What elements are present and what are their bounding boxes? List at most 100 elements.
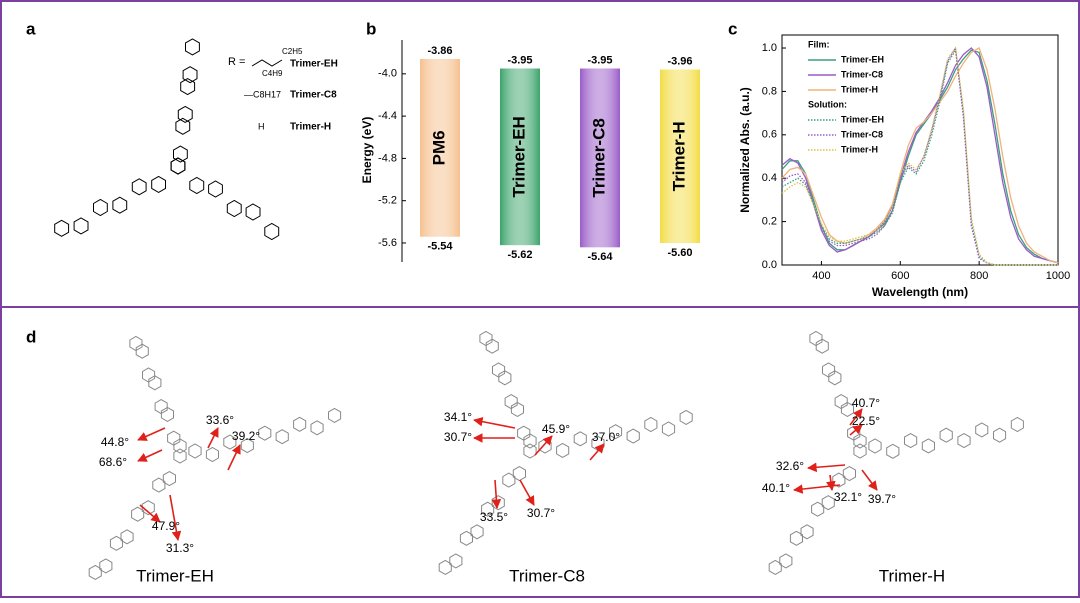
x-tick-label: 1000	[1046, 270, 1070, 282]
angle-arrow	[137, 449, 163, 462]
torsion-angle: 33.5°	[480, 510, 508, 524]
angle-arrow	[473, 416, 516, 429]
ring	[226, 199, 242, 218]
angle-arrow	[849, 424, 863, 436]
ring	[523, 443, 537, 459]
y-tick-label: 0.2	[762, 216, 777, 228]
ring	[185, 38, 200, 56]
bar-label: Trimer-H	[669, 121, 688, 191]
ring	[957, 433, 971, 449]
angle-arrow	[861, 469, 878, 491]
panel-label: d	[26, 327, 36, 346]
ring	[182, 66, 198, 84]
y-tick-label: -5.2	[378, 195, 397, 207]
ring	[189, 176, 205, 195]
ring	[459, 530, 473, 546]
ring	[842, 466, 856, 482]
legend-label: Trimer-C8	[841, 129, 883, 139]
y-tick-label: 0.4	[762, 172, 777, 184]
bar-label: Trimer-EH	[509, 116, 528, 197]
ring	[828, 370, 842, 386]
torsion-angle: 40.1°	[762, 481, 790, 495]
ring	[498, 370, 512, 386]
x-tick-label: 600	[891, 270, 909, 282]
angle-arrow	[139, 504, 161, 523]
ring	[789, 530, 803, 546]
ring	[779, 553, 793, 569]
ring	[502, 472, 516, 488]
ring	[821, 495, 835, 511]
ring	[264, 222, 280, 241]
series-line	[781, 46, 1058, 266]
y-axis-title: Normalized Abs. (a.u.)	[738, 87, 752, 213]
ring	[993, 427, 1007, 443]
panel-label: a	[26, 19, 36, 38]
substituent-name: Trimer-H	[290, 122, 331, 133]
ring	[492, 362, 506, 378]
ring	[644, 416, 658, 433]
y-tick-label: -4.0	[378, 68, 397, 80]
ring	[167, 430, 181, 446]
angle-arrow	[807, 462, 846, 473]
bar-label: PM6	[429, 130, 448, 165]
ring	[109, 535, 123, 551]
y-axis-title: Energy (eV)	[360, 117, 374, 184]
substituent-name: Trimer-C8	[290, 90, 337, 101]
torsion-angle: 32.6°	[776, 459, 804, 473]
x-tick-label: 800	[970, 270, 988, 282]
series-line	[781, 46, 1058, 266]
ring	[832, 472, 846, 488]
ring	[661, 421, 676, 437]
ring	[1010, 416, 1024, 433]
torsion-angle: 44.8°	[101, 435, 129, 449]
y-tick-label: 0.0	[762, 259, 777, 271]
lumo-label: -3.96	[667, 56, 692, 68]
torsion-angle: 30.7°	[527, 506, 555, 520]
legend-label: Trimer-EH	[841, 114, 884, 124]
ring	[73, 217, 89, 235]
legend-label: Trimer-EH	[841, 54, 884, 64]
ring	[479, 330, 493, 347]
torsion-angle: 37.0°	[592, 430, 620, 444]
plot-frame	[781, 34, 1059, 266]
ring	[811, 501, 825, 517]
alkyl-chain	[251, 59, 283, 67]
ring	[152, 477, 166, 493]
lumo-label: -3.95	[507, 54, 532, 66]
substituent-label: H	[258, 121, 265, 131]
ring	[160, 406, 174, 422]
ring	[609, 424, 623, 440]
homo-label: -5.62	[507, 249, 532, 261]
homo-label: -5.54	[427, 241, 453, 253]
torsion-angle: 39.7°	[868, 492, 896, 506]
y-tick-label: 1.0	[762, 42, 777, 54]
ring	[175, 117, 191, 135]
angle-arrow	[826, 474, 836, 491]
ring	[822, 362, 836, 378]
ring	[131, 506, 145, 522]
ring	[223, 434, 237, 450]
y-tick-label: 0.6	[762, 129, 777, 141]
torsion-angle: 39.2°	[232, 429, 260, 443]
energy-bar-shine	[660, 69, 700, 243]
ring	[129, 335, 143, 352]
ring	[135, 343, 149, 359]
ring	[834, 394, 848, 410]
legend-title: Film:	[808, 39, 830, 49]
ring	[840, 401, 854, 417]
ring	[141, 500, 155, 516]
y-tick-label: -4.8	[378, 152, 397, 164]
angle-arrow	[849, 408, 863, 426]
ring	[162, 471, 176, 487]
y-tick-label: -4.4	[378, 110, 397, 122]
ring	[205, 446, 219, 463]
lumo-label: -3.95	[587, 54, 612, 66]
angle-arrow	[589, 443, 605, 461]
substituent-label: C4H9	[262, 69, 283, 78]
ring	[99, 558, 113, 574]
ring	[173, 438, 187, 454]
ring	[538, 438, 552, 454]
torsion-angle: 68.6°	[99, 455, 127, 469]
ring	[173, 448, 187, 464]
